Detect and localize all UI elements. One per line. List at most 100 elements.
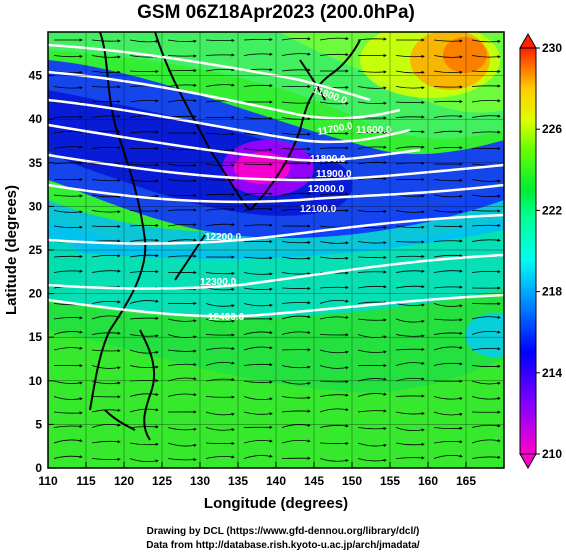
streamline bbox=[129, 299, 159, 304]
streamline bbox=[433, 39, 463, 43]
streamline bbox=[433, 396, 463, 401]
streamline bbox=[243, 303, 273, 307]
x-tick-label: 125 bbox=[152, 474, 172, 488]
streamline bbox=[395, 377, 425, 382]
streamline bbox=[91, 99, 121, 104]
streamline bbox=[205, 68, 235, 72]
streamline bbox=[471, 438, 501, 444]
streamline bbox=[433, 210, 463, 214]
streamline bbox=[395, 303, 425, 307]
streamline bbox=[205, 83, 235, 87]
streamline bbox=[129, 99, 159, 103]
streamline bbox=[91, 269, 121, 273]
streamline bbox=[433, 440, 463, 444]
streamline bbox=[471, 424, 501, 428]
streamline bbox=[53, 115, 83, 119]
streamline bbox=[433, 303, 463, 308]
streamline bbox=[91, 331, 121, 335]
y-tick-label: 5 bbox=[35, 417, 42, 431]
streamline bbox=[357, 86, 387, 90]
streamline bbox=[319, 192, 349, 196]
streamline bbox=[433, 454, 463, 459]
colorbar-tick-label: 214 bbox=[542, 366, 562, 380]
streamline bbox=[205, 377, 235, 382]
streamline bbox=[471, 455, 501, 459]
streamline bbox=[471, 396, 501, 401]
streamline bbox=[319, 365, 349, 370]
streamline bbox=[281, 240, 311, 245]
streamline bbox=[205, 132, 235, 136]
streamline bbox=[205, 455, 235, 459]
streamline bbox=[281, 439, 311, 444]
streamline bbox=[167, 223, 197, 227]
streamline bbox=[53, 130, 83, 134]
streamline bbox=[129, 209, 159, 213]
x-axis-label: Longitude (degrees) bbox=[204, 495, 348, 512]
streamline bbox=[205, 207, 235, 211]
streamline bbox=[167, 193, 197, 198]
streamline bbox=[91, 300, 121, 304]
contour-label: 12000.0 bbox=[308, 184, 345, 195]
contour-label: 11900.0 bbox=[316, 169, 352, 180]
streamline bbox=[395, 411, 425, 416]
streamline bbox=[129, 69, 159, 74]
x-tick-label: 160 bbox=[418, 474, 438, 488]
streamline bbox=[167, 163, 197, 168]
streamline bbox=[319, 393, 349, 397]
streamline bbox=[471, 84, 501, 88]
streamline bbox=[129, 392, 159, 397]
streamline bbox=[129, 408, 159, 413]
contours bbox=[48, 43, 504, 318]
streamline bbox=[243, 162, 273, 167]
streamline bbox=[53, 316, 83, 320]
streamline bbox=[395, 334, 425, 338]
streamline bbox=[357, 101, 387, 105]
streamline bbox=[281, 409, 311, 413]
streamline bbox=[243, 256, 273, 260]
streamline bbox=[53, 194, 83, 198]
streamline bbox=[129, 39, 159, 44]
streamline bbox=[357, 349, 387, 354]
streamline bbox=[167, 254, 197, 258]
streamline bbox=[53, 455, 83, 459]
streamline bbox=[433, 224, 463, 229]
credit-data: Data from http://database.rish.kyoto-u.a… bbox=[146, 540, 420, 551]
colorbar-tick-label: 226 bbox=[542, 122, 562, 136]
streamline bbox=[53, 411, 83, 415]
streamline bbox=[395, 442, 425, 447]
streamline bbox=[471, 347, 501, 351]
streamline bbox=[167, 392, 197, 397]
streamline bbox=[471, 315, 501, 320]
streamline bbox=[281, 52, 311, 56]
streamline bbox=[471, 364, 501, 368]
streamline bbox=[357, 426, 387, 431]
streamline bbox=[243, 439, 273, 444]
streamline bbox=[167, 238, 197, 242]
streamline bbox=[357, 255, 387, 260]
streamline bbox=[129, 349, 159, 355]
streamline bbox=[433, 194, 463, 199]
streamline bbox=[53, 254, 83, 259]
x-tick-label: 145 bbox=[304, 474, 324, 488]
streamline bbox=[357, 37, 387, 41]
streamline bbox=[53, 438, 83, 444]
x-tick-label: 110 bbox=[38, 474, 58, 488]
y-tick-label: 20 bbox=[29, 287, 43, 301]
streamline bbox=[167, 179, 197, 183]
streamline bbox=[167, 83, 197, 87]
streamline bbox=[129, 442, 159, 447]
streamline bbox=[205, 411, 235, 416]
y-axis: 0 5 10 15 20 25 30 35 40 45 bbox=[29, 69, 54, 475]
streamline bbox=[433, 70, 463, 74]
streamline bbox=[91, 194, 121, 199]
streamline bbox=[281, 365, 311, 369]
streamline bbox=[91, 39, 121, 43]
streamline bbox=[395, 254, 425, 259]
streamline bbox=[281, 423, 311, 428]
streamline bbox=[433, 129, 463, 134]
streamline bbox=[395, 194, 425, 198]
streamline bbox=[281, 315, 311, 320]
streamline bbox=[205, 287, 235, 292]
streamline bbox=[281, 207, 311, 212]
streamline bbox=[129, 458, 159, 463]
